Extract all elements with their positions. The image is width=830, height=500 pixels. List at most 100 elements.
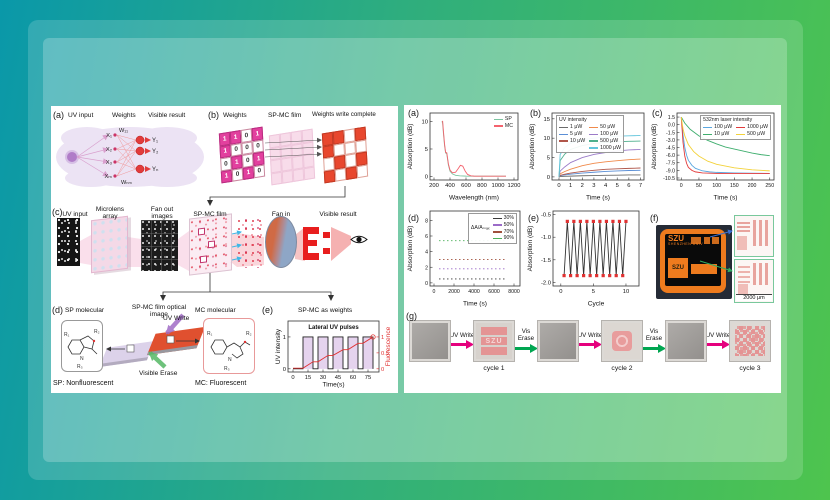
matrix-cell (270, 171, 283, 186)
matrix-cell: 0 (253, 164, 266, 179)
film-state-blank (537, 320, 579, 362)
label-film-optical-image: SP-MC film optical image (131, 304, 187, 319)
svg-text:0: 0 (547, 175, 550, 181)
rc-legend: 532nm laser intensity 100 μW 1000 μW 10 μW 5… (700, 115, 771, 140)
svg-text:4: 4 (425, 250, 428, 256)
label-fan-in: Fan in (271, 211, 291, 218)
fan-out-images-graphic (141, 220, 178, 271)
device-orange-substrate: SZU SHENZHEN UNIV SZU (660, 229, 726, 293)
film-square (537, 320, 579, 362)
mc-r1-label: R₁ (207, 331, 213, 337)
film-state-qr: cycle 3 (729, 320, 771, 372)
svg-text:100: 100 (712, 183, 721, 189)
svg-text:6: 6 (425, 234, 428, 240)
spmc-film-graphic (189, 213, 232, 276)
svg-text:-9.0: -9.0 (666, 168, 675, 174)
qr-pattern (735, 326, 765, 356)
device-black-area: SZU SHENZHEN UNIV SZU (665, 234, 721, 286)
legend-item: 500 μW (736, 131, 768, 138)
film-cell-1 (198, 227, 205, 236)
cycling-chart: (e) 0 5 10 -0.5 -1.0 -1.5 -2.0 Cycle Absorption … (526, 205, 644, 307)
arrow-label: UV Write (705, 331, 731, 339)
svg-text:0.0: 0.0 (668, 123, 675, 129)
svg-text:7: 7 (639, 183, 642, 189)
svg-text:5: 5 (547, 156, 550, 162)
eye-icon (350, 235, 368, 244)
neural-network-diagram: X₁ X₂ X₃ Xₘ Y₁ Y₂ Yₙ W₁₁ Wₙₘ (55, 124, 205, 194)
svg-text:Xₘ: Xₘ (105, 174, 113, 180)
film-square (729, 320, 771, 362)
matrix-cell: 1 (242, 165, 255, 180)
svg-text:2: 2 (425, 265, 428, 271)
device-szu-logo: SZU SHENZHEN UNIV (668, 234, 704, 246)
film-square (601, 320, 643, 362)
uv-write-arrow: UV Write (706, 321, 730, 361)
film-state-logo: cycle 2 (601, 320, 643, 372)
label-visible-result: Visible result (319, 211, 357, 218)
svg-text:-1.0: -1.0 (541, 235, 551, 241)
label-mc-molecular: MC molecular (195, 307, 236, 314)
svg-text:150: 150 (730, 183, 739, 189)
vis-erase-arrow: Vis Erase (642, 321, 666, 361)
label-write-complete: Weights write complete (312, 111, 376, 118)
col-label-uv-input: UV input (68, 112, 94, 119)
scale-bar-label: 2000 μm (736, 294, 772, 301)
sp-molecule-structure: N R₁ R₂ R₃ (64, 329, 100, 370)
svg-text:4: 4 (604, 183, 608, 189)
svg-text:Wₙₘ: Wₙₘ (121, 180, 133, 186)
svg-text:X₁: X₁ (106, 133, 112, 139)
svg-text:Wavelength (nm): Wavelength (nm) (449, 195, 499, 202)
label-fan-out-images: Fan out images (150, 206, 174, 221)
mc-n-atom: N (228, 357, 232, 363)
svg-text:0: 0 (425, 175, 428, 181)
svg-text:0: 0 (559, 289, 562, 295)
uv-arrow-glyph (578, 340, 602, 350)
fan-in-lens (265, 216, 297, 268)
legend-item: 10 μW (559, 138, 585, 145)
svg-text:400: 400 (445, 183, 455, 189)
svg-text:-2.0: -2.0 (541, 280, 551, 286)
film-state-blank (409, 320, 451, 362)
legend-item: 50% (492, 222, 514, 229)
matrix-cell (334, 167, 347, 182)
legend-item: 500 μW (589, 138, 621, 145)
sp-r3-label: R₃ (77, 364, 83, 370)
legend-title: UV intensity (559, 117, 587, 123)
label-sp-molecular: SP molecular (65, 307, 105, 314)
svg-text:5: 5 (592, 289, 595, 295)
col-label-weights: Weights (112, 112, 136, 119)
panel-f-tag: (f) (650, 213, 659, 223)
svg-text:1000: 1000 (492, 183, 505, 189)
legend-item: 30% (492, 215, 514, 222)
arrow-label: Vis Erase (517, 328, 535, 342)
svg-text:5: 5 (425, 147, 428, 153)
panel-d-tag: (d) (52, 305, 63, 315)
svg-text:8000: 8000 (508, 289, 520, 295)
legend-item: 1000 μW (589, 145, 621, 152)
svg-text:Absorption (dB): Absorption (dB) (651, 124, 658, 170)
col-label-visible-result: Visible result (148, 112, 186, 119)
svg-text:10: 10 (422, 119, 428, 125)
label-spmc-as-weights: SP-MC as weights (298, 307, 353, 314)
note-sp-nonfluorescent: SP: Nonfluorescent (53, 380, 114, 387)
svg-text:1200: 1200 (508, 183, 521, 189)
svg-text:8: 8 (425, 218, 428, 224)
sp-r1-label: R₁ (64, 332, 70, 338)
arrow-label: Vis Erase (645, 328, 663, 342)
vis-erase-arrow: Vis Erase (514, 321, 538, 361)
write-erase-sequence: UV Write SZU cycle 1 Vis Erase UV Write cycle… (406, 309, 779, 372)
uv-intensity-kinetics-chart: (b) 0 1 2 3 4 5 6 7 0 5 10 15 Time (s) Absorption (dB… (528, 107, 648, 201)
svg-text:Time (s): Time (s) (463, 301, 487, 308)
retention-chart: (d) 0 2000 4000 6000 8000 0 2 4 6 8 Time (s) Absorp… (406, 205, 524, 307)
film-square (665, 320, 707, 362)
svg-text:Lateral UV pulses: Lateral UV pulses (308, 325, 359, 331)
svg-text:-1.5: -1.5 (666, 130, 675, 136)
chart-c-tag: (c) (652, 108, 663, 118)
mc-film-graphic (146, 326, 206, 356)
svg-text:Time (s): Time (s) (714, 195, 738, 202)
panel-f-device-photo: (f) SZU SHENZHEN UNIV SZU 2000 μm (648, 205, 779, 307)
svg-text:45: 45 (335, 375, 341, 381)
spmc-film-matrix (268, 128, 316, 186)
inset-micrograph-top (734, 215, 774, 257)
